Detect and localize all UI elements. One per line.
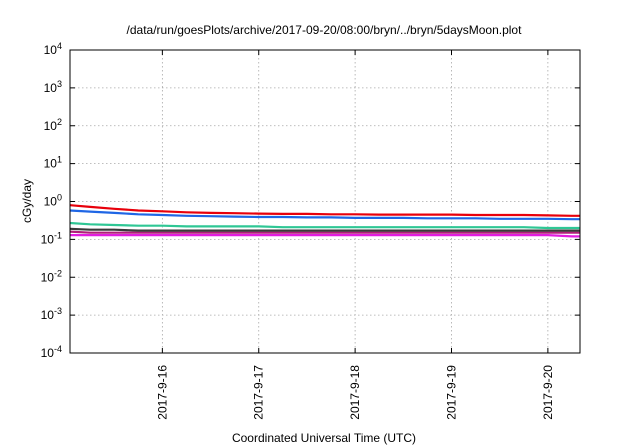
y-tick-label: 104 — [44, 41, 62, 57]
series-line — [69, 204, 580, 217]
axes: 10-4 10-3 10-2 10-1 100 101 102 103 104 2017-9-16… — [41, 41, 581, 420]
grid — [70, 50, 580, 353]
series-line — [69, 227, 580, 232]
x-axis-label: Coordinated Universal Time (UTC) — [232, 431, 416, 445]
chart-title: /data/run/goesPlots/archive/2017-09-20/0… — [127, 23, 523, 37]
y-tick-label: 101 — [44, 155, 62, 171]
x-tick-label: 2017-9-18 — [348, 365, 362, 420]
y-axis-label: cGy/day — [20, 179, 34, 223]
y-tick-label: 10-2 — [41, 268, 62, 284]
series-line — [69, 209, 580, 221]
x-tick-label: 2017-9-20 — [541, 365, 555, 420]
x-tick-label: 2017-9-17 — [252, 365, 266, 420]
y-tick-label: 10-3 — [41, 306, 62, 322]
series-line — [69, 230, 580, 234]
series-line — [70, 234, 580, 238]
x-tick-label: 2017-9-16 — [155, 365, 169, 420]
y-tick-label: 10-1 — [41, 230, 62, 246]
y-tick-label: 100 — [44, 193, 62, 209]
plot-frame — [69, 49, 581, 354]
series-line — [69, 221, 580, 230]
y-tick-label: 103 — [44, 79, 62, 95]
x-tick-label: 2017-9-19 — [444, 365, 458, 420]
y-tick-label: 10-4 — [41, 344, 62, 360]
series-group — [69, 204, 580, 238]
y-tick-label: 102 — [44, 117, 62, 133]
